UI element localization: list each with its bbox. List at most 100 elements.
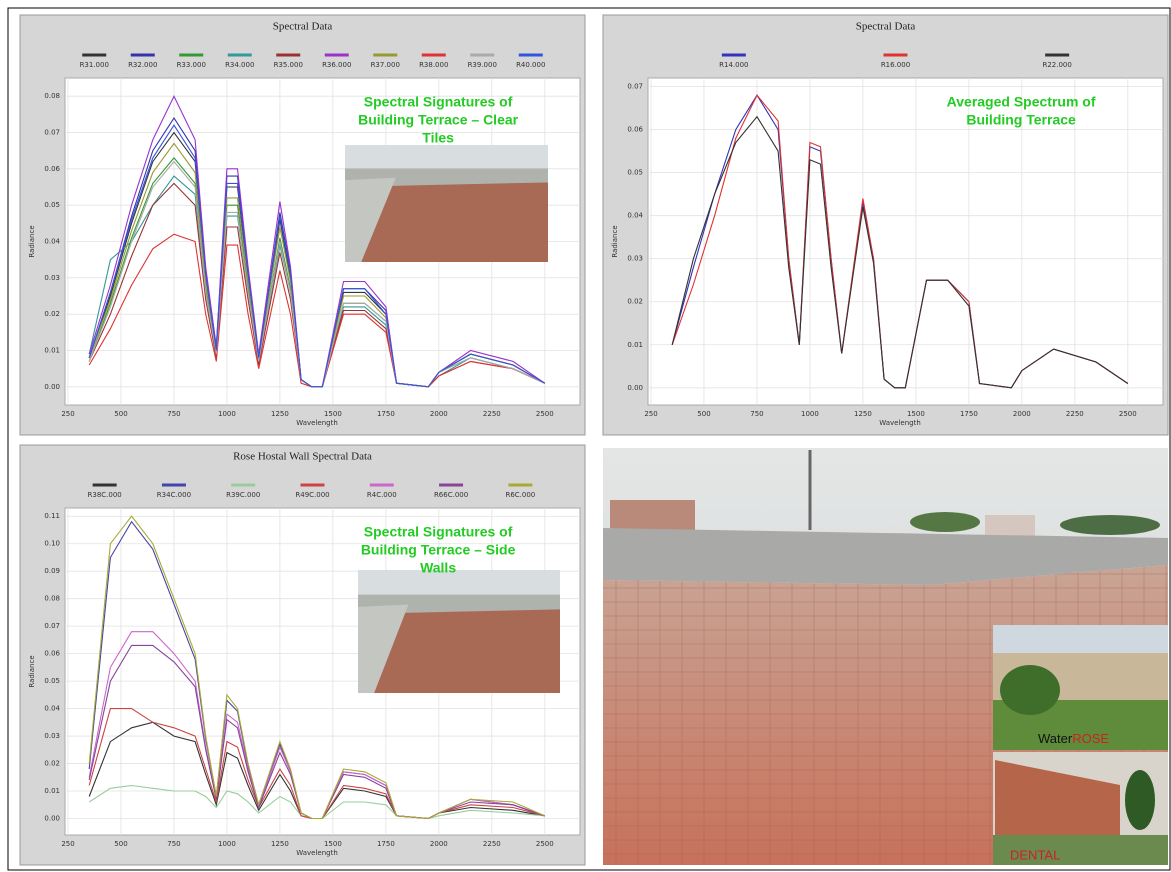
y-tick-label: 0.04 [44, 705, 60, 713]
x-tick-label: 1000 [801, 410, 819, 418]
y-tick-label: 0.05 [627, 169, 643, 177]
annotation: Averaged Spectrum of [947, 94, 1096, 110]
x-tick-label: 2000 [1013, 410, 1031, 418]
y-tick-label: 0.10 [44, 540, 60, 548]
legend-label: R34.000 [225, 61, 254, 69]
y-tick-label: 0.05 [44, 201, 60, 209]
y-tick-label: 0.06 [44, 650, 60, 658]
photo-label-rose: ROSE [1072, 731, 1109, 746]
terrace-photo [603, 448, 1168, 865]
legend-label: R36.000 [322, 61, 351, 69]
y-tick-label: 0.09 [44, 567, 60, 575]
x-tick-label: 1500 [324, 840, 342, 848]
annotation: Tiles [422, 130, 454, 146]
y-tick-label: 0.01 [627, 341, 643, 349]
y-tick-label: 0.07 [44, 622, 60, 630]
y-axis-label: Radiance [28, 225, 36, 257]
y-tick-label: 0.06 [627, 126, 643, 134]
chart-title: Spectral Data [856, 21, 916, 33]
x-tick-label: 500 [697, 410, 710, 418]
y-tick-label: 0.02 [627, 298, 643, 306]
legend-label: R34C.000 [157, 491, 191, 499]
plot-area [648, 78, 1163, 405]
legend-label: R49C.000 [295, 491, 329, 499]
x-tick-label: 250 [61, 410, 74, 418]
y-tick-label: 0.08 [44, 595, 60, 603]
legend-label: R37.000 [371, 61, 400, 69]
legend-label: R6C.000 [505, 491, 535, 499]
x-tick-label: 1750 [377, 410, 395, 418]
figure: WaterROSE DENTAL Spectral Data R31.000 R32… [0, 0, 1171, 872]
annotation: Walls [420, 560, 456, 576]
y-tick-label: 0.11 [44, 512, 60, 520]
legend-label: R35.000 [274, 61, 303, 69]
y-tick-label: 0.07 [44, 129, 60, 137]
legend-label: R33.000 [177, 61, 206, 69]
legend-label: R38C.000 [88, 491, 122, 499]
x-tick-label: 1000 [218, 410, 236, 418]
x-tick-label: 1250 [271, 840, 289, 848]
inset-photo [345, 145, 548, 262]
x-tick-label: 2000 [430, 410, 448, 418]
legend-label: R66C.000 [434, 491, 468, 499]
annotation: Spectral Signatures of [364, 524, 513, 540]
legend-label: R40.000 [516, 61, 545, 69]
x-tick-label: 1750 [960, 410, 978, 418]
y-tick-label: 0.02 [44, 760, 60, 768]
annotation: Spectral Signatures of [364, 94, 513, 110]
x-tick-label: 750 [167, 840, 180, 848]
y-tick-label: 0.00 [44, 383, 60, 391]
legend-label: R31.000 [80, 61, 109, 69]
x-tick-label: 1500 [907, 410, 925, 418]
chart-title: Spectral Data [273, 21, 333, 33]
y-tick-label: 0.05 [44, 677, 60, 685]
x-tick-label: 1250 [854, 410, 872, 418]
y-tick-label: 0.04 [44, 238, 60, 246]
x-tick-label: 750 [750, 410, 763, 418]
y-tick-label: 0.04 [627, 212, 643, 220]
inset-photo [358, 570, 560, 693]
y-tick-label: 0.03 [627, 255, 643, 263]
y-tick-label: 0.03 [44, 732, 60, 740]
legend-label: R22.000 [1042, 61, 1071, 69]
x-tick-label: 1750 [377, 840, 395, 848]
x-tick-label: 750 [167, 410, 180, 418]
photo-label-water: Water [1038, 731, 1073, 746]
x-tick-label: 500 [114, 410, 127, 418]
y-tick-label: 0.01 [44, 347, 60, 355]
annotation: Building Terrace – Clear [358, 112, 519, 128]
photo-label-dental: DENTAL [1010, 847, 1060, 862]
x-tick-label: 250 [644, 410, 657, 418]
x-tick-label: 2250 [1066, 410, 1084, 418]
y-tick-label: 0.00 [44, 815, 60, 823]
y-tick-label: 0.07 [627, 83, 643, 91]
legend-label: R38.000 [419, 61, 448, 69]
photo-label: WaterROSE [1038, 731, 1109, 746]
y-axis-label: Radiance [611, 225, 619, 257]
chart-title: Rose Hostal Wall Spectral Data [233, 451, 372, 463]
x-tick-label: 500 [114, 840, 127, 848]
x-tick-label: 2500 [1119, 410, 1137, 418]
x-tick-label: 250 [61, 840, 74, 848]
annotation: Building Terrace [966, 112, 1076, 128]
x-tick-label: 2250 [483, 410, 501, 418]
x-tick-label: 2500 [536, 840, 554, 848]
x-axis-label: Wavelength [879, 419, 921, 427]
y-tick-label: 0.08 [44, 92, 60, 100]
x-tick-label: 2250 [483, 840, 501, 848]
y-tick-label: 0.01 [44, 787, 60, 795]
y-tick-label: 0.02 [44, 310, 60, 318]
x-tick-label: 2500 [536, 410, 554, 418]
x-tick-label: 2000 [430, 840, 448, 848]
x-tick-label: 1250 [271, 410, 289, 418]
legend-label: R39.000 [468, 61, 497, 69]
legend-label: R14.000 [719, 61, 748, 69]
x-tick-label: 1500 [324, 410, 342, 418]
x-tick-label: 1000 [218, 840, 236, 848]
legend-label: R39C.000 [226, 491, 260, 499]
legend-label: R4C.000 [367, 491, 397, 499]
legend-label: R16.000 [881, 61, 910, 69]
x-axis-label: Wavelength [296, 849, 338, 857]
y-tick-label: 0.00 [627, 384, 643, 392]
legend-label: R32.000 [128, 61, 157, 69]
